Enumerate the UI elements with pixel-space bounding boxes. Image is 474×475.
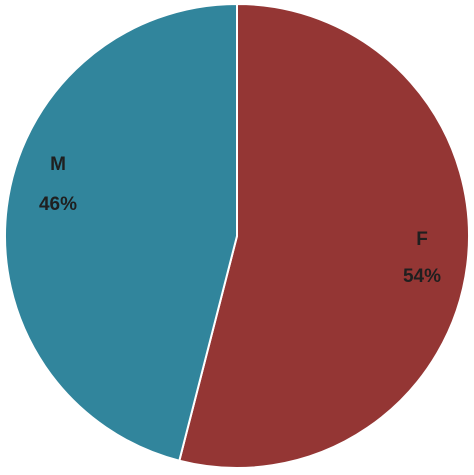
pie-slices <box>4 2 470 469</box>
slice-label-f-name: F <box>416 229 428 250</box>
slice-label-m-name: M <box>50 154 66 175</box>
slice-label-f-value: 54% <box>403 266 441 287</box>
pie-slice-m <box>4 2 238 462</box>
pie-slice-f <box>178 2 470 469</box>
slice-label-m-value: 46% <box>39 194 77 215</box>
